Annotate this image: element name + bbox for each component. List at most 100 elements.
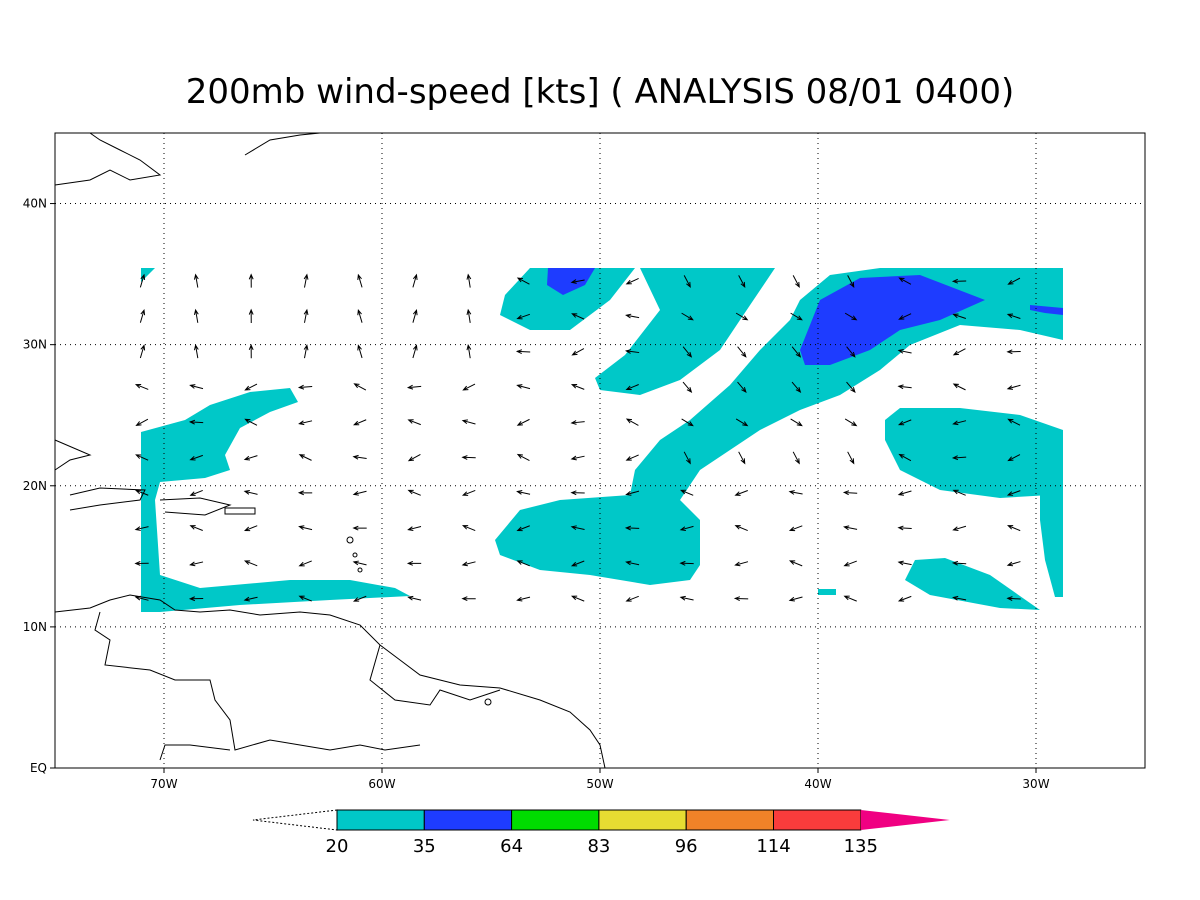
wind-arrow (406, 384, 422, 390)
colorbar-box (511, 809, 600, 831)
contour-fill (141, 388, 410, 612)
y-tick-label: 40N (23, 197, 47, 211)
wind-arrow (570, 525, 585, 531)
wind-arrow (412, 308, 418, 323)
y-tick-label: 10N (23, 620, 47, 634)
wind-arrow (352, 595, 367, 602)
contour-fill (1030, 305, 1063, 315)
wind-arrow (516, 384, 531, 390)
contour-fill (141, 268, 155, 282)
wind-arrow (625, 313, 640, 319)
wind-arrow (193, 308, 199, 323)
wind-arrow (357, 273, 363, 288)
coastline (244, 132, 321, 156)
colorbar-label: 135 (844, 836, 878, 857)
wind-arrow (352, 490, 367, 496)
contour-fill (800, 275, 985, 365)
title: 200mb wind-speed [kts] ( ANALYSIS 08/01 … (186, 72, 1014, 112)
wind-arrow (952, 420, 967, 426)
contour-fill (595, 268, 775, 395)
wind-arrow (189, 454, 203, 461)
wind-arrow (243, 455, 258, 461)
wind-arrow (516, 418, 530, 426)
wind-arrow (134, 595, 149, 601)
wind-arrow (303, 344, 309, 359)
wind-arrow (515, 349, 531, 355)
wind-arrow (134, 526, 149, 531)
wind-arrow (189, 561, 204, 567)
wind-arrow (570, 455, 585, 461)
wind-arrow (135, 454, 149, 461)
wind-arrow (244, 418, 258, 426)
wind-arrow (1007, 277, 1021, 285)
wind-arrow (352, 525, 367, 531)
wind-arrow (897, 525, 912, 531)
colorbar-box (423, 809, 513, 831)
wind-arrow (298, 454, 312, 461)
y-tick-label: 30N (23, 338, 47, 352)
wind-arrow (682, 346, 693, 358)
wind-arrow (248, 308, 254, 323)
wind-arrow (681, 418, 694, 427)
wind-arrow (243, 596, 258, 602)
wind-arrow (297, 490, 313, 496)
wind-arrow (352, 560, 367, 566)
wind-arrow (734, 561, 749, 567)
wind-arrow (412, 344, 418, 359)
wind-arrow (139, 308, 146, 323)
contour-fill (885, 408, 1063, 498)
wind-arrow (571, 348, 585, 356)
colorbar-box (598, 809, 687, 831)
wind-arrow (248, 343, 254, 359)
wind-arrow (737, 346, 747, 358)
wind-arrow (897, 595, 912, 602)
x-tick-label: 40W (804, 777, 831, 791)
wind-arrow (792, 275, 800, 289)
wind-arrow (952, 525, 967, 532)
map-frame (54, 132, 1146, 769)
wind-arrow (1006, 349, 1021, 355)
wind-arrow (139, 344, 146, 359)
wind-arrow (412, 273, 418, 288)
wind-arrow (735, 312, 749, 321)
wind-arrow (952, 595, 967, 601)
wind-arrow (624, 525, 640, 531)
wind-arrow (466, 308, 472, 323)
wind-arrow (952, 348, 966, 356)
x-tick-label: 60W (368, 777, 395, 791)
wind-arrow (1006, 490, 1021, 496)
coastline (54, 594, 606, 769)
wind-arrow (679, 560, 694, 566)
wind-arrow (516, 596, 531, 602)
wind-arrow (353, 419, 367, 426)
wind-arrow (844, 418, 858, 427)
wind-arrow (189, 384, 204, 390)
wind-arrow (193, 273, 199, 288)
wind-arrow (407, 489, 421, 496)
wind-arrow (516, 525, 530, 532)
colorbar-label: 96 (675, 836, 698, 857)
contour-fill (905, 558, 1040, 610)
border (94, 611, 421, 751)
wind-arrow (734, 525, 748, 532)
wind-arrow (461, 561, 476, 567)
wind-arrow (243, 490, 258, 495)
axes: 70W 60W 50W 40W 30W EQ 10N 20N 30N 40N (23, 133, 1145, 791)
colorbar-box (685, 809, 775, 831)
colorbar-high-end (860, 810, 950, 830)
wind-arrow (461, 596, 476, 602)
wind-arrow (790, 418, 803, 427)
wind-arrow (352, 454, 367, 460)
x-tick-label: 50W (586, 777, 613, 791)
wind-arrow (898, 277, 912, 285)
border (159, 744, 231, 761)
wind-arrow (462, 383, 476, 391)
x-tick-label: 70W (150, 777, 177, 791)
wind-arrow (791, 381, 802, 393)
wind-arrow (1006, 384, 1021, 390)
wind-arrow (897, 384, 912, 390)
wind-arrow (407, 454, 421, 462)
wind-arrow (516, 560, 530, 567)
wind-arrow (843, 560, 857, 567)
wind-arrow (570, 279, 585, 284)
